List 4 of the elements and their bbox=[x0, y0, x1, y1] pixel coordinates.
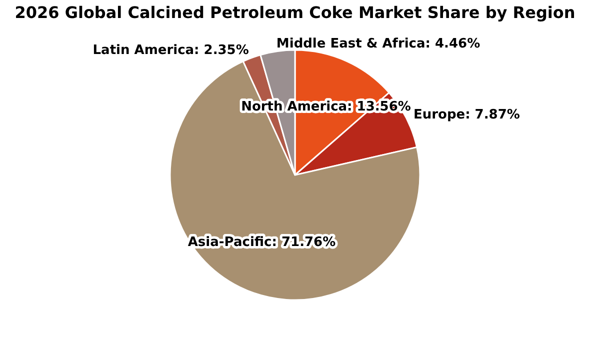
slice-label: Latin America: 2.35% bbox=[92, 43, 249, 58]
slice-label: Middle East & Africa: 4.46% bbox=[276, 36, 480, 52]
chart-title: 2026 Global Calcined Petroleum Coke Market Share by Region bbox=[14, 3, 576, 22]
slice-label: Europe: 7.87% bbox=[413, 108, 520, 123]
